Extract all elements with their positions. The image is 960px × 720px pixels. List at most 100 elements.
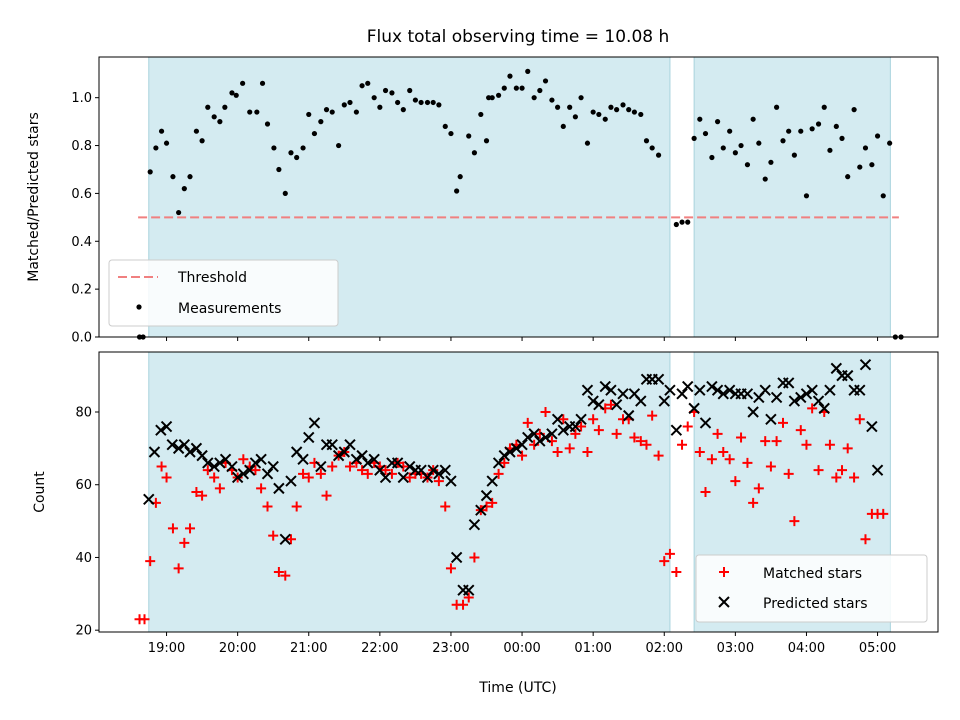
data-point xyxy=(831,472,842,483)
data-point xyxy=(450,551,463,564)
data-point xyxy=(356,449,368,462)
observing-window-1 xyxy=(693,56,891,338)
data-point xyxy=(626,107,632,113)
data-point xyxy=(803,193,810,199)
data-point xyxy=(237,468,250,480)
chart-title: Flux total observing time = 10.08 h xyxy=(367,27,670,47)
data-point xyxy=(611,428,622,439)
data-point xyxy=(433,476,444,487)
data-point xyxy=(445,475,457,487)
data-point xyxy=(842,443,853,454)
data-point xyxy=(845,174,851,180)
data-point xyxy=(397,471,410,484)
data-point xyxy=(285,475,297,487)
data-point xyxy=(256,483,267,494)
data-point xyxy=(874,133,881,139)
data-point xyxy=(469,552,480,563)
data-point xyxy=(344,439,356,451)
legend-measurements-label: Measurements xyxy=(178,301,281,317)
data-point xyxy=(279,533,291,545)
data-point xyxy=(773,104,780,110)
data-point xyxy=(552,447,563,457)
data-point xyxy=(184,446,196,458)
data-point xyxy=(350,453,363,465)
x-tick-label: 21:00 xyxy=(290,641,327,656)
legend-box xyxy=(108,259,339,327)
data-point xyxy=(199,138,205,144)
data-point xyxy=(222,104,228,110)
data-point xyxy=(268,530,279,541)
data-point xyxy=(250,465,261,476)
top-panel-ratio: 0.0 0.2 0.4 0.6 0.8 1.0 Matched/Predicted star… xyxy=(26,56,939,346)
data-point xyxy=(671,567,682,577)
data-point xyxy=(760,436,771,447)
data-point xyxy=(298,468,309,479)
data-point xyxy=(717,388,729,400)
y-tick-label: 40 xyxy=(75,551,92,566)
data-point xyxy=(720,145,726,151)
data-point xyxy=(191,487,202,497)
data-point xyxy=(208,460,220,473)
data-point xyxy=(282,190,288,197)
data-point xyxy=(249,457,262,469)
data-point xyxy=(495,92,502,98)
data-point xyxy=(217,119,223,125)
data-point xyxy=(501,85,507,91)
data-point xyxy=(145,556,156,567)
data-point xyxy=(297,453,309,465)
data-point xyxy=(347,99,353,106)
data-point xyxy=(315,460,327,473)
data-point xyxy=(869,162,875,168)
legend: Matched stars Predicted stars xyxy=(695,554,928,623)
data-point xyxy=(694,447,705,457)
data-point xyxy=(148,446,161,458)
data-point xyxy=(641,439,652,450)
data-point xyxy=(857,164,863,170)
data-point xyxy=(498,449,510,462)
data-point xyxy=(280,570,291,581)
data-point xyxy=(798,128,804,134)
data-point xyxy=(542,78,549,84)
data-point xyxy=(750,116,756,122)
data-point xyxy=(163,140,170,146)
legend-box xyxy=(695,554,928,623)
data-point xyxy=(748,497,759,508)
data-point xyxy=(706,380,718,393)
data-point xyxy=(620,102,626,108)
data-point xyxy=(214,483,225,494)
data-point xyxy=(329,109,335,115)
data-point xyxy=(264,121,271,127)
data-point xyxy=(519,85,525,91)
x-tick-label: 02:00 xyxy=(646,641,683,656)
data-point xyxy=(371,95,377,101)
data-point xyxy=(664,384,676,396)
data-point xyxy=(578,95,584,101)
data-point xyxy=(306,111,312,118)
data-point xyxy=(147,169,153,175)
data-point xyxy=(679,219,685,225)
data-point xyxy=(647,410,658,421)
data-point xyxy=(229,90,235,96)
data-point xyxy=(442,123,448,130)
data-point xyxy=(560,123,566,130)
data-point xyxy=(262,501,273,512)
data-point xyxy=(255,453,267,465)
data-point xyxy=(694,384,706,396)
data-point xyxy=(267,460,279,473)
data-point xyxy=(445,563,456,574)
data-point xyxy=(841,369,854,382)
data-point xyxy=(153,145,159,151)
data-point xyxy=(590,109,596,115)
data-point xyxy=(226,460,238,473)
data-point xyxy=(139,614,150,625)
data-point xyxy=(190,442,203,455)
data-point xyxy=(273,567,284,577)
data-point xyxy=(424,99,431,106)
data-point xyxy=(176,209,182,216)
data-point xyxy=(849,472,860,483)
data-point xyxy=(605,399,616,410)
data-point xyxy=(303,431,315,444)
data-point xyxy=(362,457,374,469)
data-point xyxy=(404,472,415,483)
